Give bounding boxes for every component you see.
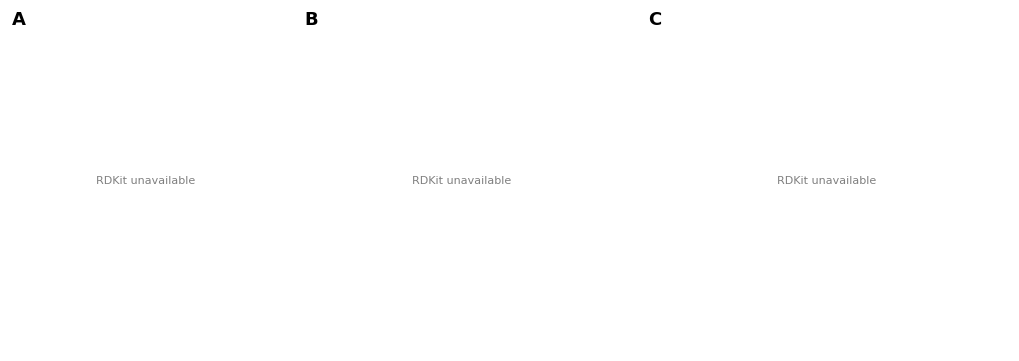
Text: RDKit unavailable: RDKit unavailable: [96, 175, 195, 186]
Text: RDKit unavailable: RDKit unavailable: [775, 175, 875, 186]
Text: RDKit unavailable: RDKit unavailable: [412, 175, 511, 186]
Text: A: A: [11, 11, 25, 29]
Text: C: C: [647, 11, 660, 29]
Text: B: B: [304, 11, 318, 29]
